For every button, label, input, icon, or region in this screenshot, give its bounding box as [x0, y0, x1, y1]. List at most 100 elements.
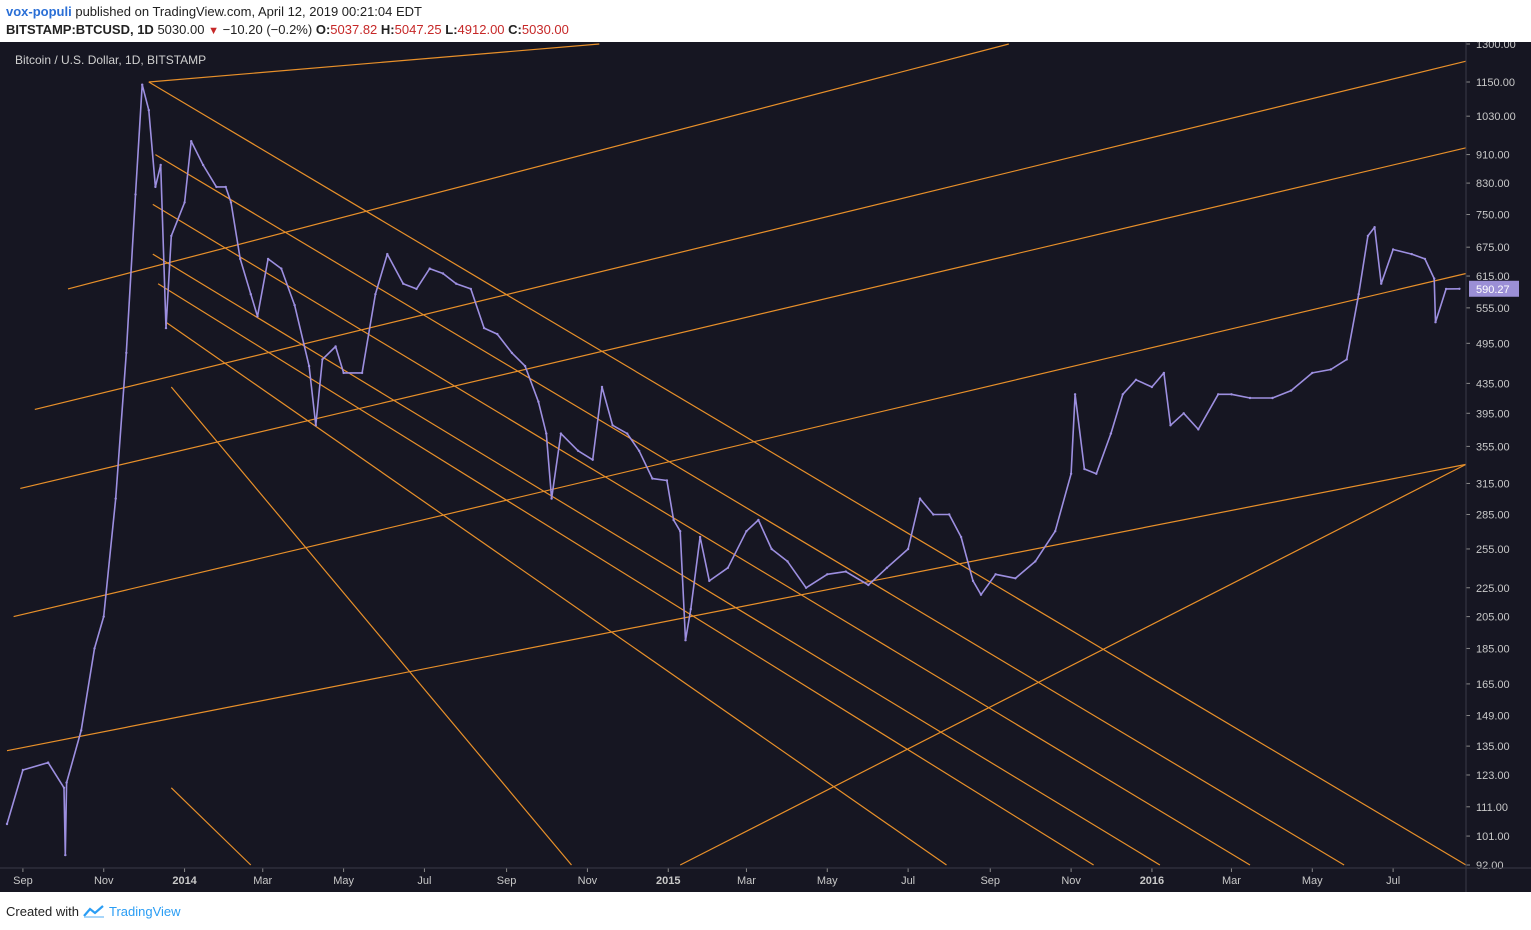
price-point — [334, 345, 337, 348]
price-tick-label: 1300.00 — [1476, 42, 1516, 51]
price-point — [342, 371, 345, 375]
price-point — [141, 83, 144, 86]
price-point — [867, 583, 870, 587]
price-tick-label: 111.00 — [1476, 802, 1508, 814]
price-point — [441, 272, 445, 275]
price-point — [360, 371, 364, 375]
price-point — [134, 193, 137, 196]
trendline — [152, 253, 1161, 866]
price-tick-label: 123.00 — [1476, 770, 1510, 782]
price-point — [293, 303, 296, 307]
price-tick-label: 149.00 — [1476, 711, 1510, 723]
trendline — [170, 386, 572, 866]
price-point — [307, 364, 311, 368]
price-point — [249, 293, 252, 296]
price-point — [918, 497, 922, 500]
price-point — [906, 547, 910, 551]
time-tick-label: Jul — [901, 875, 915, 887]
price-tick-label: 205.00 — [1476, 612, 1510, 624]
close-value: 5030.00 — [521, 22, 569, 37]
price-point — [314, 424, 317, 427]
price-point — [576, 449, 580, 452]
trendline — [157, 283, 1094, 866]
last-price-tag-label: 590.27 — [1476, 284, 1510, 296]
price-point — [698, 535, 702, 539]
price-point — [1391, 248, 1395, 251]
price-point — [46, 761, 50, 764]
price-point — [804, 586, 808, 589]
price-point — [708, 579, 711, 583]
price-tick-label: 395.00 — [1476, 408, 1510, 420]
price-point — [321, 358, 324, 361]
price-point — [266, 257, 270, 261]
price-point — [626, 432, 629, 435]
price-point — [826, 573, 829, 576]
price-chart[interactable]: 1300.00 1150.00 1030.00 910.00 830.00 750.00 6… — [0, 42, 1531, 892]
price-axis[interactable]: 1300.00 1150.00 1030.00 910.00 830.00 750.00 6… — [1466, 42, 1516, 872]
price-point — [1217, 393, 1220, 396]
price-point — [550, 497, 553, 500]
price-tick-label: 255.00 — [1476, 544, 1510, 556]
price-point — [1054, 530, 1057, 533]
time-tick-label: Sep — [980, 875, 1000, 887]
price-point — [190, 140, 193, 143]
tradingview-link[interactable]: TradingView — [108, 904, 181, 919]
trendline — [6, 463, 1467, 752]
footer: Created with TradingView — [6, 904, 181, 919]
time-axis[interactable]: Sep Nov 2014 Mar May Jul Sep Nov 2015 Mar May Jul Se… — [13, 868, 1400, 887]
price-point — [239, 257, 242, 261]
price-point — [770, 547, 773, 551]
price-tick-label: 165.00 — [1476, 679, 1510, 691]
price-tick-label: 830.00 — [1476, 178, 1510, 190]
price-point — [689, 607, 692, 611]
trendline — [155, 154, 1345, 866]
price-point — [948, 513, 951, 516]
price-point — [637, 449, 641, 452]
price-point — [651, 477, 654, 480]
price-point — [1083, 467, 1086, 471]
price-series — [5, 83, 1461, 857]
price-point — [1248, 396, 1252, 400]
axis-background — [1466, 42, 1531, 892]
price-point — [1162, 371, 1166, 375]
trendline — [170, 787, 252, 866]
price-point — [80, 729, 83, 732]
price-point — [726, 566, 730, 569]
trendline — [13, 272, 1467, 618]
price-point — [229, 201, 233, 204]
price-point — [1289, 389, 1293, 392]
trendline — [20, 147, 1467, 489]
symbol-info: BITSTAMP:BTCUSD, 1D 5030.00 ▼ −10.20 (−0… — [6, 22, 569, 37]
time-tick-label: Mar — [737, 875, 756, 887]
price-point — [1034, 560, 1037, 563]
price-point — [1329, 368, 1333, 371]
price-tick-label: 92.00 — [1476, 860, 1504, 872]
price-point — [154, 185, 157, 189]
time-tick-label: Nov — [94, 875, 114, 887]
price-point — [1073, 393, 1077, 396]
price-point — [545, 432, 548, 435]
price-point — [1357, 293, 1360, 296]
price-point — [1069, 472, 1073, 475]
price-point — [979, 593, 983, 596]
price-point — [201, 163, 205, 167]
price-point — [496, 332, 499, 336]
price-point — [1380, 282, 1383, 285]
time-tick-label: Mar — [253, 875, 272, 887]
price-point — [125, 351, 128, 355]
price-point — [994, 573, 997, 576]
price-tick-label: 135.00 — [1476, 741, 1510, 753]
price-point — [537, 400, 540, 403]
price-point — [1434, 321, 1437, 324]
time-tick-label: Sep — [497, 875, 517, 887]
author-name[interactable]: vox-populi — [6, 4, 72, 19]
price-point — [684, 639, 687, 642]
price-point — [672, 518, 675, 522]
price-point — [170, 234, 173, 238]
price-point — [455, 282, 458, 285]
price-point — [1345, 358, 1348, 361]
price-point — [665, 479, 669, 482]
price-point — [1169, 424, 1172, 427]
price-point — [386, 252, 389, 256]
time-tick-label: 2014 — [172, 875, 197, 887]
